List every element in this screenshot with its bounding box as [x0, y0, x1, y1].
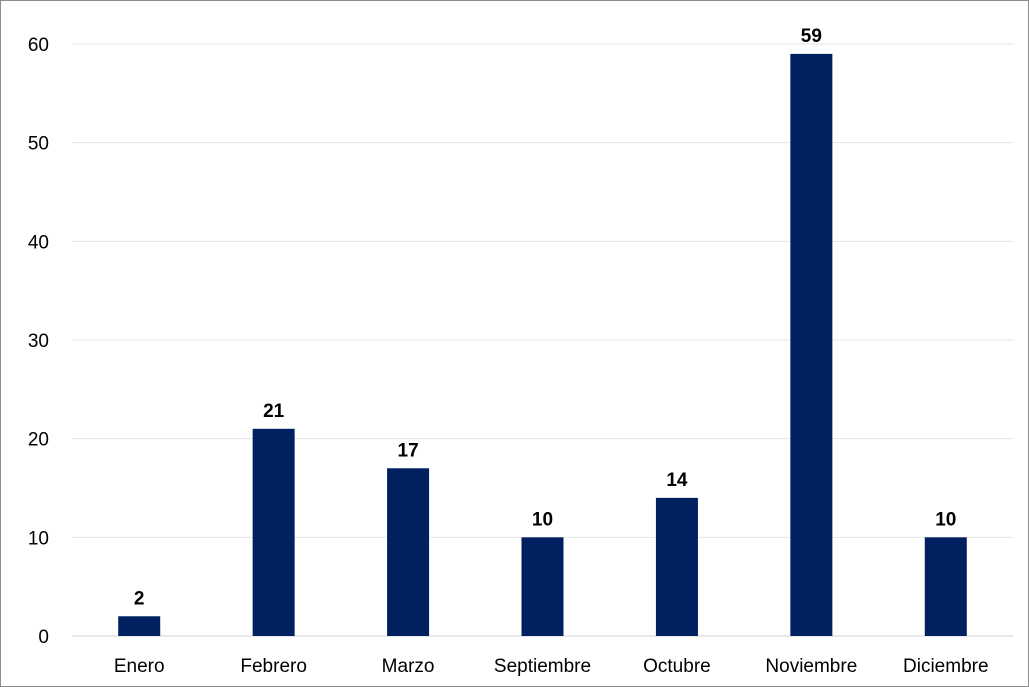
- data-labels: 2 21 17 10 14 59 10: [134, 26, 956, 609]
- bar: [252, 428, 295, 636]
- bar: [655, 497, 698, 636]
- data-label: 10: [532, 509, 553, 530]
- bar: [924, 537, 967, 636]
- x-category-label: Septiembre: [494, 656, 591, 677]
- x-axis-category-labels: Enero Febrero Marzo Septiembre Octubre Noviem…: [114, 656, 989, 677]
- y-tick-label: 40: [28, 232, 49, 253]
- gridlines: [72, 43, 1013, 637]
- y-axis-tick-labels: 0 10 20 30 40 50 60: [28, 35, 49, 648]
- y-tick-label: 20: [28, 430, 49, 451]
- data-label: 10: [935, 509, 956, 530]
- y-tick-label: 60: [28, 35, 49, 56]
- y-tick-label: 0: [38, 627, 49, 648]
- x-category-label: Marzo: [382, 656, 435, 677]
- bar: [387, 468, 430, 636]
- x-category-label: Febrero: [240, 656, 307, 677]
- data-label: 17: [398, 440, 419, 461]
- x-category-label: Diciembre: [903, 656, 989, 677]
- data-label: 14: [666, 470, 688, 491]
- y-tick-label: 30: [28, 331, 49, 352]
- data-label: 2: [134, 588, 145, 609]
- x-category-label: Octubre: [643, 656, 711, 677]
- data-label: 21: [263, 401, 285, 422]
- bar: [521, 537, 564, 636]
- x-category-label: Enero: [114, 656, 165, 677]
- bar: [118, 616, 161, 636]
- data-label: 59: [801, 26, 822, 47]
- x-category-label: Noviembre: [765, 656, 857, 677]
- bars: [118, 53, 967, 637]
- y-tick-label: 50: [28, 134, 49, 155]
- y-tick-label: 10: [28, 528, 49, 549]
- bar: [790, 53, 833, 637]
